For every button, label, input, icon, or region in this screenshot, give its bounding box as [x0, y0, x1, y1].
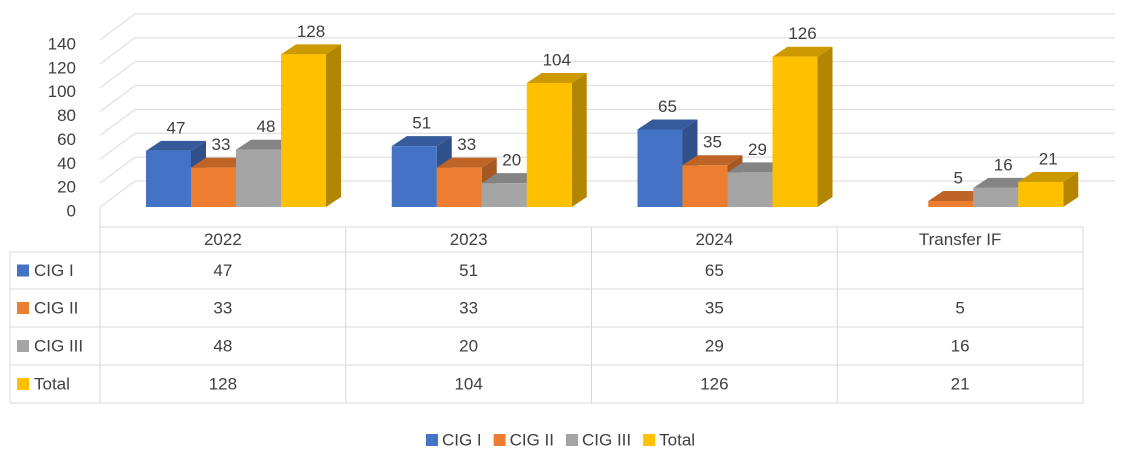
bar-top [526, 72, 587, 83]
table-cell: 16 [951, 336, 970, 355]
legend-swatch [17, 340, 29, 352]
bar [191, 167, 236, 207]
table-cell: 21 [951, 374, 970, 393]
grid-line [99, 37, 1115, 65]
data-label: 65 [658, 97, 677, 116]
bar [281, 54, 326, 207]
x-tick-label: 2023 [450, 230, 488, 249]
grid-line [99, 85, 1115, 112]
data-label: 5 [954, 169, 963, 188]
bar [973, 187, 1019, 207]
grid-line [99, 13, 1115, 41]
table-cell: 128 [209, 374, 237, 393]
data-label: 47 [167, 118, 186, 137]
bar [436, 167, 482, 207]
y-tick-label: 0 [67, 201, 76, 220]
table-row-label: CIG II [34, 298, 78, 317]
data-label: 29 [748, 140, 767, 159]
bar [772, 56, 818, 208]
data-label: 33 [457, 135, 476, 154]
legend-swatch [643, 434, 656, 446]
x-tick-label: Transfer IF [919, 230, 1002, 249]
bar-top [436, 157, 497, 168]
data-label: 128 [297, 22, 325, 41]
bar-top [281, 44, 341, 55]
bar [682, 165, 728, 207]
bar-top [637, 119, 698, 130]
table-cell: 20 [459, 336, 478, 355]
legend-swatch [17, 264, 29, 277]
data-label: 21 [1039, 149, 1058, 168]
table-cell: 35 [705, 298, 724, 317]
data-label: 33 [212, 135, 231, 154]
legend-swatch [493, 434, 506, 446]
bar [391, 146, 437, 207]
table-cell: 33 [459, 298, 478, 317]
y-tick-label: 140 [48, 34, 76, 53]
y-tick-label: 120 [48, 58, 76, 77]
legend-swatch [425, 434, 438, 446]
bar [236, 149, 281, 207]
table-cell: 29 [705, 336, 724, 355]
bar [526, 82, 572, 207]
bar-top [682, 155, 743, 166]
bar-top [772, 46, 833, 57]
legend-swatch [17, 378, 29, 390]
bar-top [391, 136, 452, 147]
bar-side [817, 46, 833, 208]
y-tick-label: 20 [57, 178, 76, 197]
table-cell: 47 [213, 261, 232, 280]
data-label: 35 [703, 133, 722, 152]
legend-label: CIG II [510, 430, 554, 449]
bar-side [571, 72, 587, 207]
bar-side [326, 44, 341, 207]
legend-label: CIG III [582, 430, 631, 449]
grid-line [99, 61, 1115, 89]
table-cell: 48 [213, 336, 232, 355]
data-label: 20 [502, 151, 521, 170]
table-cell: 51 [459, 261, 478, 280]
bar [727, 172, 773, 207]
y-tick-label: 60 [57, 130, 76, 149]
legend-swatch [17, 302, 29, 314]
table-row-label: CIG III [34, 336, 83, 355]
y-tick-label: 80 [57, 106, 76, 125]
data-label: 126 [788, 24, 816, 43]
table-cell: 33 [213, 298, 232, 317]
y-tick-label: 100 [48, 82, 76, 101]
bar [1018, 181, 1064, 207]
bar-top [1018, 171, 1079, 182]
data-label: 48 [257, 117, 276, 136]
legend-label: Total [659, 430, 695, 449]
legend-label: CIG I [442, 430, 482, 449]
table-cell: 126 [700, 374, 728, 393]
bar [481, 183, 527, 207]
table-cell: 65 [705, 261, 724, 280]
x-tick-label: 2024 [695, 230, 733, 249]
y-tick-label: 40 [57, 154, 76, 173]
x-tick-label: 2022 [204, 230, 242, 249]
bar [928, 201, 974, 207]
table-row-label: CIG I [34, 261, 74, 280]
table-cell: 104 [454, 374, 482, 393]
bar [146, 150, 191, 207]
table-cell: 5 [955, 298, 964, 317]
data-label: 51 [412, 114, 431, 133]
bar-side [1063, 171, 1079, 207]
legend-swatch [566, 434, 579, 446]
data-label: 16 [994, 155, 1013, 174]
bar-top [146, 140, 206, 151]
bar [637, 129, 683, 207]
grid-line [99, 108, 1115, 136]
data-label: 104 [543, 50, 571, 69]
table-row-label: Total [34, 374, 70, 393]
